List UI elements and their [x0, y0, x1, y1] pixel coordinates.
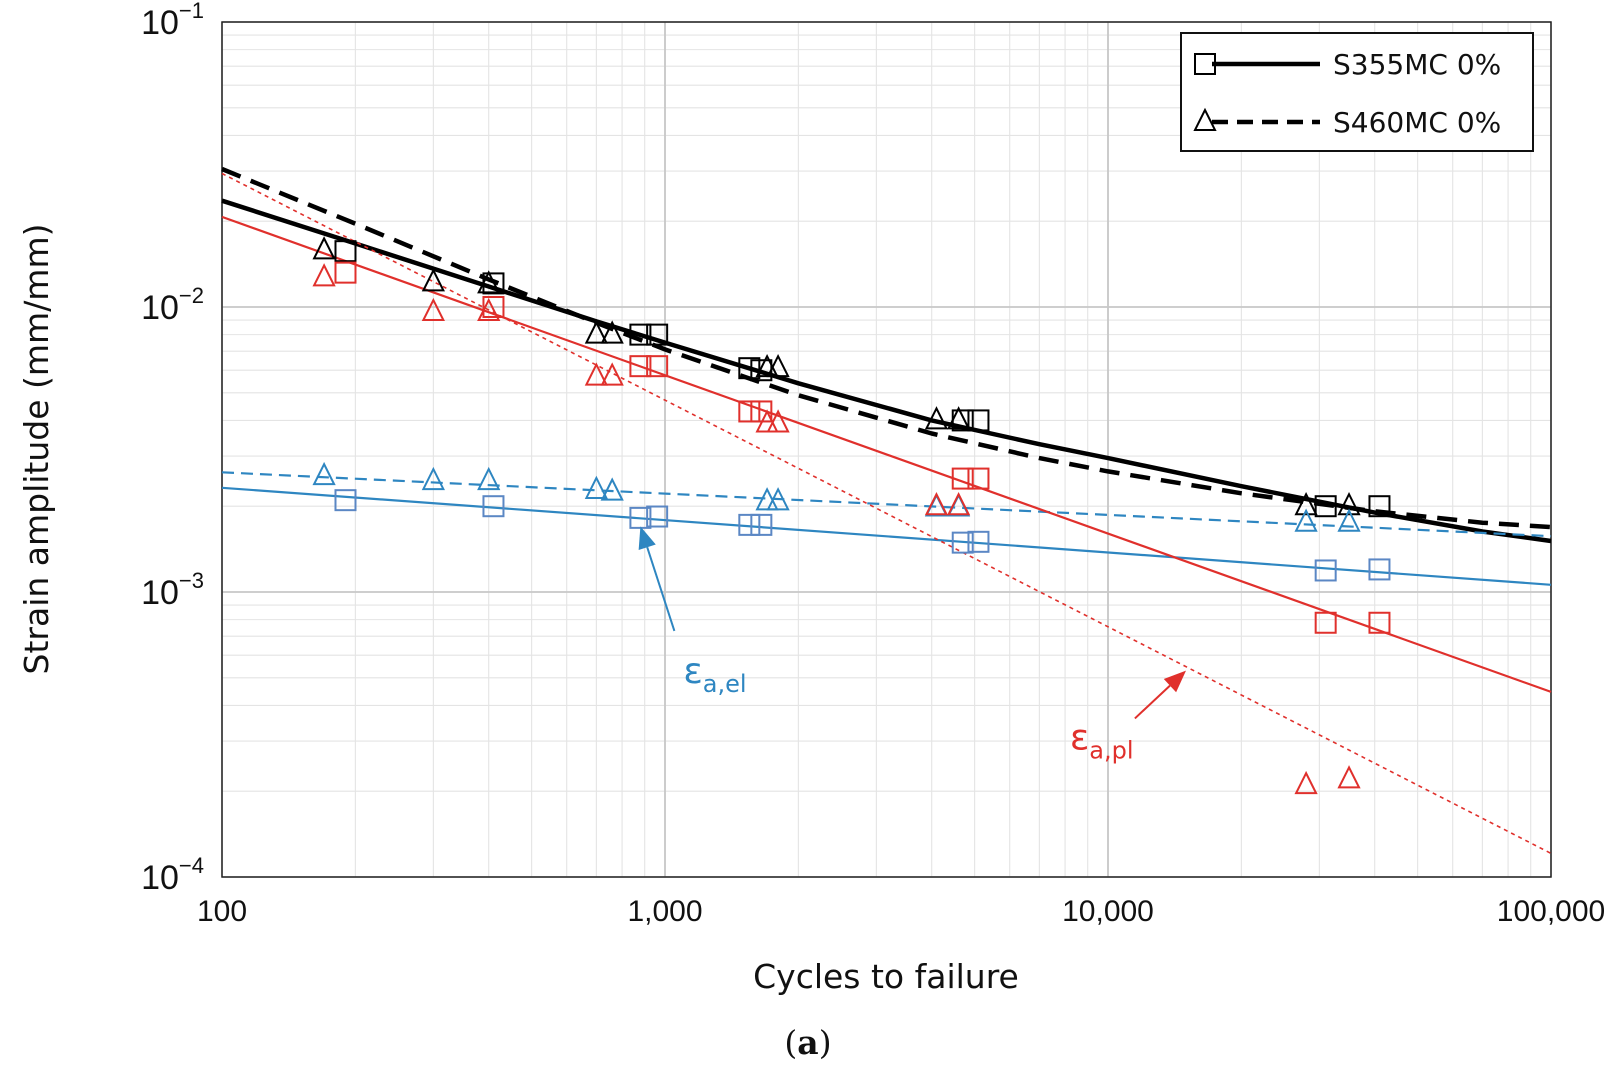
x-axis-title: Cycles to failure	[753, 957, 1019, 996]
markers	[312, 236, 1391, 795]
curve-s460mc-0-total	[221, 166, 1552, 530]
marker-square-s355mc-0-elastic	[1314, 559, 1337, 582]
marker-triangle-s460mc-0-total	[600, 320, 624, 344]
marker-square-s355mc-0-elastic	[1368, 558, 1391, 581]
annotation-arrowhead-elastic	[638, 526, 656, 551]
x-tick-label: 10,000	[1062, 895, 1154, 928]
marker-square-s355mc-0-plastic	[482, 296, 505, 318]
marker-square-s355mc-0-plastic	[738, 400, 761, 423]
marker-square-s355mc-0-elastic	[750, 513, 773, 536]
curve-s355mc-0-total	[221, 198, 1552, 544]
marker-triangle-s460mc-0-elastic	[1294, 508, 1318, 532]
marker-square-s355mc-0-total	[738, 357, 761, 380]
x-tick-label: 1,000	[627, 895, 702, 928]
marker-triangle-s460mc-0-total	[584, 320, 608, 344]
marker-square-s355mc-0-total	[629, 323, 652, 346]
curve-s460mc-0-plastic	[221, 172, 1552, 855]
annotation-arrowhead-plastic	[1163, 670, 1187, 693]
marker-triangle-s460mc-0-elastic	[766, 487, 790, 511]
marker-square-s355mc-0-plastic	[1368, 611, 1391, 634]
y-tick-label: 10−3	[141, 568, 204, 612]
y-axis-title: Strain amplitude (mm/mm)	[17, 224, 56, 675]
marker-square-s355mc-0-total	[1314, 495, 1337, 518]
x-tick-labels: 100 1,000 10,000 100,000	[197, 895, 1605, 928]
marker-triangle-s460mc-0-elastic	[600, 477, 624, 501]
y-tick-label: 10−1	[141, 0, 204, 42]
marker-triangle-s460mc-0-total	[421, 268, 445, 292]
marker-square-s355mc-0-total	[967, 409, 990, 432]
marker-triangle-s460mc-0-plastic	[584, 362, 608, 386]
marker-square-s355mc-0-elastic	[646, 505, 669, 528]
marker-square-s355mc-0-elastic	[738, 513, 761, 536]
marker-triangle-s460mc-0-total	[312, 236, 336, 260]
marker-triangle-s460mc-0-total	[1337, 491, 1361, 516]
marker-square-s355mc-0-plastic	[967, 467, 990, 490]
legend: S355MC 0% S460MC 0%	[1180, 32, 1534, 152]
marker-triangle-s460mc-0-plastic	[1294, 770, 1318, 795]
marker-square-s355mc-0-total	[334, 240, 357, 263]
figure-caption: (a)	[784, 1023, 831, 1062]
y-tick-label: 10−2	[141, 283, 204, 327]
marker-square-s355mc-0-total	[646, 323, 669, 346]
marker-triangle-s460mc-0-plastic	[1337, 765, 1361, 789]
legend-label: S460MC 0%	[1333, 106, 1501, 139]
plot-frame	[221, 21, 1552, 878]
annotation-label-plastic: εa,pl	[1070, 718, 1134, 765]
marker-square-s355mc-0-elastic	[951, 531, 974, 554]
legend-label: S355MC 0%	[1333, 48, 1501, 81]
marker-triangle-s460mc-0-plastic	[924, 491, 949, 516]
annotation-label-elastic: εa,el	[683, 651, 746, 698]
marker-triangle-s460mc-0-plastic	[421, 297, 445, 322]
legend-marker-square	[1194, 53, 1216, 75]
marker-triangle-s460mc-0-total	[766, 353, 790, 378]
legend-marker-triangle	[1193, 107, 1217, 131]
marker-triangle-s460mc-0-elastic	[421, 466, 445, 491]
marker-triangle-s460mc-0-total	[946, 406, 971, 430]
marker-square-s355mc-0-plastic	[334, 261, 357, 284]
marker-square-s355mc-0-plastic	[951, 467, 974, 490]
curve-s460mc-0-elastic	[221, 471, 1552, 538]
marker-square-s355mc-0-plastic	[629, 355, 652, 378]
marker-triangle-s460mc-0-elastic	[477, 466, 501, 491]
annotation-arrow-plastic	[1134, 684, 1171, 720]
marker-square-s355mc-0-elastic	[967, 530, 990, 553]
marker-triangle-s460mc-0-plastic	[766, 409, 790, 433]
marker-triangle-s460mc-0-total	[1294, 491, 1318, 516]
marker-triangle-s460mc-0-plastic	[312, 263, 336, 287]
x-tick-label: 100	[197, 895, 247, 928]
marker-triangle-s460mc-0-elastic	[946, 493, 971, 517]
marker-square-s355mc-0-total	[1368, 495, 1391, 518]
marker-triangle-s460mc-0-elastic	[312, 461, 336, 486]
y-tick-label: 10−4	[141, 853, 204, 897]
legend-box	[1180, 32, 1534, 152]
marker-triangle-s460mc-0-total	[924, 406, 949, 430]
marker-triangle-s460mc-0-elastic	[584, 475, 608, 499]
marker-triangle-s460mc-0-plastic	[600, 362, 624, 386]
marker-triangle-s460mc-0-elastic	[1337, 508, 1361, 532]
marker-square-s355mc-0-elastic	[482, 495, 505, 518]
curves	[221, 166, 1552, 855]
marker-triangle-s460mc-0-plastic	[946, 491, 971, 516]
marker-square-s355mc-0-plastic	[646, 355, 669, 378]
x-tick-label: 100,000	[1497, 895, 1605, 928]
annotation-arrow-elastic	[646, 546, 676, 632]
marker-triangle-s460mc-0-plastic	[477, 297, 501, 322]
marker-triangle-s460mc-0-total	[477, 270, 501, 294]
marker-square-s355mc-0-elastic	[334, 489, 357, 512]
curve-s355mc-0-elastic	[221, 486, 1552, 586]
annotations: εa,el εa,pl	[638, 526, 1187, 765]
marker-square-s355mc-0-plastic	[1314, 611, 1337, 634]
curve-s355mc-0-plastic	[221, 215, 1552, 693]
y-tick-labels: 10−1 10−2 10−3 10−4	[141, 0, 204, 897]
